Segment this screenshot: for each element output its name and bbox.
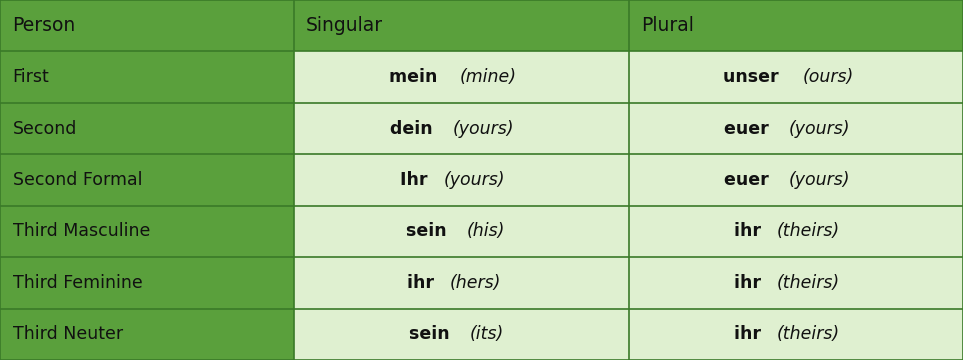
Text: euer: euer xyxy=(723,120,774,138)
Bar xyxy=(629,103,963,154)
Text: Third Masculine: Third Masculine xyxy=(13,222,150,240)
Bar xyxy=(0,154,294,206)
Bar xyxy=(294,0,629,51)
Text: First: First xyxy=(13,68,49,86)
Bar xyxy=(0,309,294,360)
Bar xyxy=(0,51,294,103)
Text: sein: sein xyxy=(409,325,455,343)
Bar xyxy=(629,0,963,51)
Bar xyxy=(0,0,294,51)
Text: Third Feminine: Third Feminine xyxy=(13,274,143,292)
Text: Second Formal: Second Formal xyxy=(13,171,142,189)
Bar xyxy=(294,257,629,309)
Bar xyxy=(629,206,963,257)
Text: (hers): (hers) xyxy=(450,274,501,292)
Text: (yours): (yours) xyxy=(453,120,514,138)
Bar xyxy=(629,154,963,206)
Bar xyxy=(629,257,963,309)
Text: (his): (his) xyxy=(467,222,505,240)
Bar xyxy=(629,51,963,103)
Text: Singular: Singular xyxy=(306,16,383,35)
Bar xyxy=(0,257,294,309)
Text: (yours): (yours) xyxy=(443,171,505,189)
Text: (theirs): (theirs) xyxy=(776,222,840,240)
Bar xyxy=(294,103,629,154)
Text: Ihr: Ihr xyxy=(400,171,433,189)
Text: unser: unser xyxy=(723,68,785,86)
Text: Person: Person xyxy=(13,16,76,35)
Text: (mine): (mine) xyxy=(459,68,516,86)
Text: (its): (its) xyxy=(469,325,504,343)
Text: Plural: Plural xyxy=(641,16,694,35)
Text: Second: Second xyxy=(13,120,77,138)
Bar xyxy=(294,154,629,206)
Text: (ours): (ours) xyxy=(802,68,854,86)
Text: ihr: ihr xyxy=(734,274,767,292)
Text: ihr: ihr xyxy=(734,222,767,240)
Text: (yours): (yours) xyxy=(789,120,850,138)
Text: euer: euer xyxy=(723,171,774,189)
Text: dein: dein xyxy=(390,120,439,138)
Text: sein: sein xyxy=(406,222,453,240)
Bar xyxy=(629,309,963,360)
Text: ihr: ihr xyxy=(734,325,767,343)
Bar xyxy=(0,103,294,154)
Text: mein: mein xyxy=(389,68,444,86)
Bar xyxy=(0,206,294,257)
Text: Third Neuter: Third Neuter xyxy=(13,325,122,343)
Text: ihr: ihr xyxy=(406,274,440,292)
Text: (theirs): (theirs) xyxy=(776,274,840,292)
Bar xyxy=(294,309,629,360)
Bar xyxy=(294,206,629,257)
Text: (theirs): (theirs) xyxy=(776,325,840,343)
Text: (yours): (yours) xyxy=(789,171,850,189)
Bar xyxy=(294,51,629,103)
